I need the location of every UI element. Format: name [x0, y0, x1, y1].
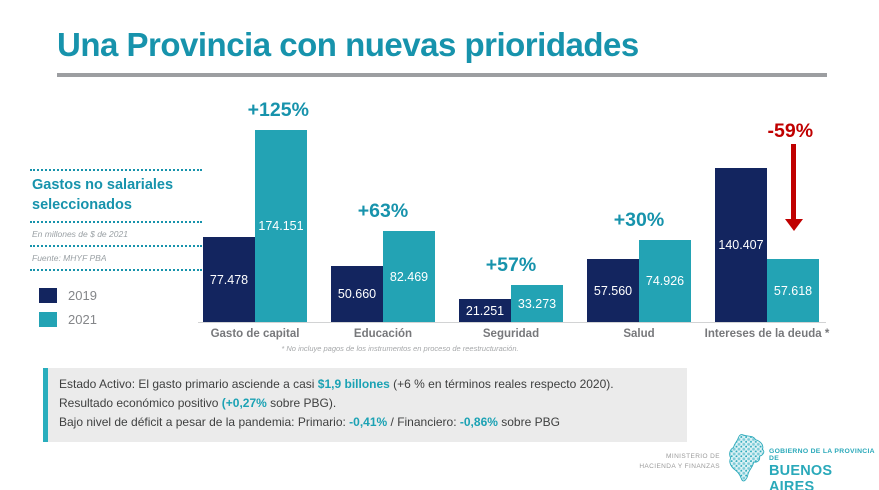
bar-group: 140.407 57.618 -59% Intereses de la deuda *: [705, 100, 830, 340]
dotted-divider: [30, 269, 202, 272]
title-underline: [57, 73, 827, 77]
pct-change-label: +125%: [247, 99, 309, 121]
bar-value-label: 77.478: [209, 272, 249, 287]
bar-value-label: 57.560: [593, 283, 633, 298]
legend-swatch-2019: [39, 288, 57, 303]
ministry-line2: HACIENDA Y FINANZAS: [639, 463, 720, 471]
category-label: Gasto de capital: [210, 328, 300, 340]
bar-value-label: 33.273: [517, 296, 557, 311]
chart-legend: 2019 2021: [39, 288, 97, 336]
pct-change-label: +57%: [485, 254, 537, 276]
bar-group: 57.560 74.926 +30% Salud: [586, 100, 692, 340]
gov-line2: BUENOS AIRES: [769, 463, 833, 490]
category-label: Seguridad: [482, 328, 540, 340]
bar-2019: 77.478: [203, 237, 255, 322]
chart-footnote: * No incluye pagos de los instrumentos e…: [281, 344, 519, 353]
bar-value-label: 50.660: [337, 287, 377, 301]
bar-2019: 21.251: [459, 299, 511, 322]
government-logo-text: GOBIERNO DE LA PROVINCIA DE BUENOS AIRES: [769, 448, 879, 490]
gov-line1: GOBIERNO DE LA PROVINCIA DE: [769, 448, 875, 462]
bar-2021: 174.151: [255, 130, 307, 322]
summary-line: Bajo nivel de déficit a pesar de la pand…: [59, 414, 560, 429]
bar-value-label: 140.407: [718, 238, 764, 252]
legend-label: 2021: [68, 312, 97, 327]
bar-2019: 50.660: [331, 266, 383, 322]
bar-2019: 140.407: [715, 168, 767, 322]
page-title: Una Provincia con nuevas prioridades: [57, 26, 639, 63]
bar-2021: 57.618: [767, 259, 819, 322]
category-label: Intereses de la deuda *: [704, 328, 830, 340]
legend-label: 2019: [68, 288, 97, 303]
province-map-icon: [727, 433, 767, 490]
legend-item-2019: 2019: [39, 288, 97, 303]
pct-change-label: -59%: [767, 120, 814, 142]
bar-group: 21.251 33.273 +57% Seguridad: [458, 100, 564, 340]
category-label: Educación: [353, 328, 413, 340]
bar-2021: 33.273: [511, 285, 563, 322]
pct-change-label: +63%: [357, 200, 409, 222]
bar-2019: 57.560: [587, 259, 639, 322]
units-note: En millones de $ de 2021: [32, 229, 128, 240]
legend-swatch-2021: [39, 312, 57, 327]
decrease-arrow-icon: [784, 144, 803, 231]
summary-line: Estado Activo: El gasto primario asciend…: [59, 377, 614, 391]
bar-value-label: 21.251: [465, 303, 505, 318]
bar-2021: 74.926: [639, 240, 691, 322]
bar-value-label: 174.151: [258, 219, 304, 233]
legend-item-2021: 2021: [39, 312, 97, 327]
x-axis-line: [198, 322, 826, 323]
dotted-divider: [30, 169, 202, 171]
bar-chart: 77.478 174.151 +125% Gasto de capital 50.660…: [198, 99, 830, 340]
category-label: Salud: [623, 328, 655, 340]
bar-2021: 82.469: [383, 231, 435, 322]
source-note: Fuente: MHYF PBA: [32, 253, 107, 264]
chart-subtitle: Gastos no salariales seleccionados: [32, 177, 174, 213]
summary-callout-box: Estado Activo: El gasto primario asciend…: [43, 368, 687, 442]
chart-caption-panel: Gastos no salariales seleccionados En mi…: [30, 166, 202, 274]
bar-group: 50.660 82.469 +63% Educación: [330, 100, 436, 340]
summary-line: Resultado económico positivo (+0,27% sob…: [59, 395, 337, 410]
bar-group: 77.478 174.151 +125% Gasto de capital: [202, 99, 309, 340]
bar-value-label: 82.469: [389, 269, 429, 284]
dotted-divider: [30, 221, 202, 224]
ministry-line1: MINISTERIO DE: [666, 453, 720, 460]
ministry-logo-text: MINISTERIO DE HACIENDA Y FINANZAS: [600, 452, 720, 473]
bar-value-label: 57.618: [773, 283, 813, 298]
bar-value-label: 74.926: [645, 274, 685, 288]
pct-change-label: +30%: [613, 209, 665, 231]
dotted-divider: [30, 245, 202, 248]
